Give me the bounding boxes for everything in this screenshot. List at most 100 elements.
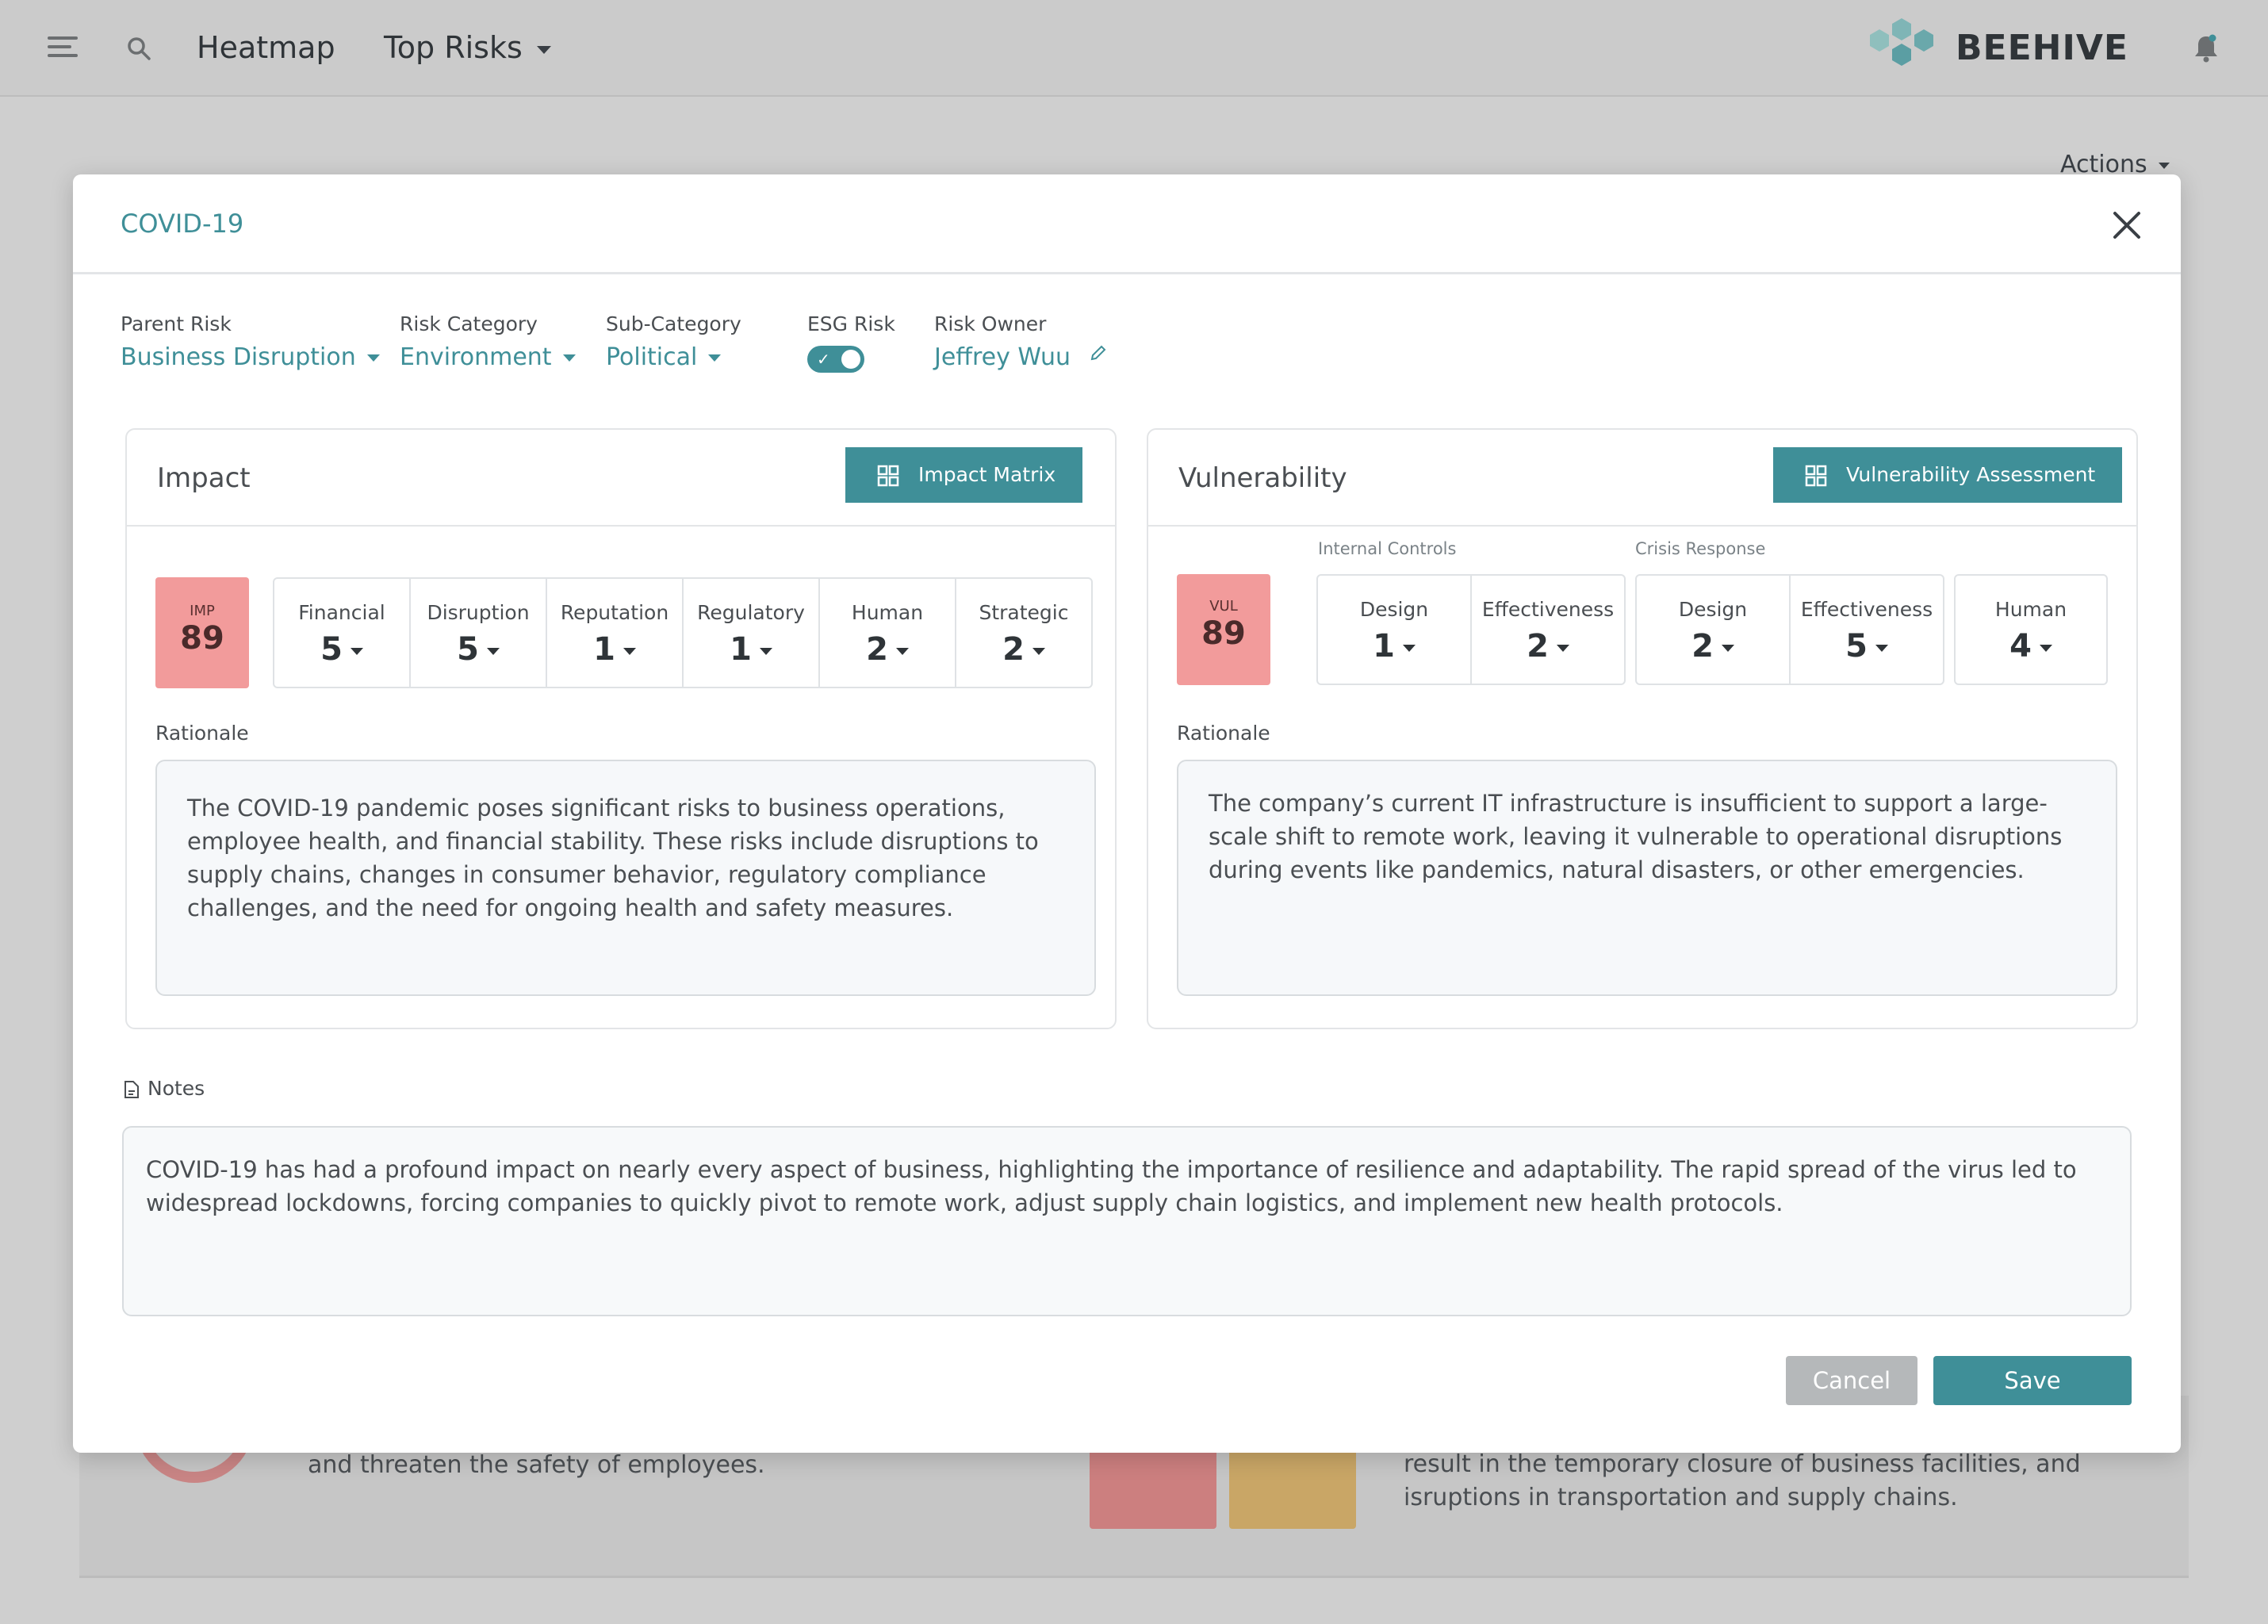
impact-factor-human[interactable]: Human 2: [820, 579, 956, 687]
impact-score-badge: IMP 89: [155, 577, 249, 688]
chevron-down-icon: [366, 354, 380, 362]
factor-label: Financial: [298, 601, 385, 624]
notes-textarea[interactable]: COVID-19 has had a profound impact on ne…: [122, 1126, 2132, 1316]
chevron-down-icon: [2039, 644, 2052, 652]
chevron-down-icon: [895, 647, 909, 655]
close-icon[interactable]: [2111, 209, 2143, 241]
factor-value: 1: [593, 631, 615, 668]
factor-label: Human: [1994, 598, 2067, 621]
impact-factor-strategic[interactable]: Strategic 2: [956, 579, 1091, 687]
risk-owner-label: Risk Owner: [934, 312, 1047, 335]
sub-category-value: Political: [606, 343, 698, 371]
nav-top-risks-label: Top Risks: [384, 30, 523, 65]
background-card-text: and threaten the safety of employees.: [308, 1451, 765, 1479]
factor-label: Strategic: [979, 601, 1069, 624]
impact-matrix-button[interactable]: Impact Matrix: [845, 447, 1083, 503]
nav-top-risks-dropdown[interactable]: Top Risks: [384, 24, 551, 71]
chevron-down-icon: [1032, 647, 1045, 655]
factor-value: 2: [1691, 628, 1714, 665]
modal-title: COVID-19: [121, 209, 244, 239]
crisis-response-effectiveness[interactable]: Effectiveness 5: [1791, 576, 1943, 684]
top-bar: Heatmap Top Risks BEEHIVE: [0, 0, 2268, 97]
factor-value: 5: [457, 631, 479, 668]
vulnerability-assessment-button[interactable]: Vulnerability Assessment: [1773, 447, 2123, 503]
document-icon: [125, 1081, 139, 1098]
toggle-knob: [841, 350, 860, 369]
search-icon[interactable]: [125, 35, 152, 62]
beehive-logo-icon: [1870, 18, 1933, 66]
grid-icon: [1805, 465, 1827, 487]
nav-heatmap[interactable]: Heatmap: [197, 30, 335, 65]
chevron-down-icon: [1402, 644, 1416, 652]
brand-name: BEEHIVE: [1956, 28, 2128, 68]
chevron-down-icon: [2158, 162, 2170, 169]
factor-label: Regulatory: [697, 601, 805, 624]
impact-score-value: 89: [180, 620, 224, 657]
factor-value: 5: [320, 631, 343, 668]
chevron-down-icon: [536, 45, 551, 54]
factor-value: 2: [1002, 631, 1025, 668]
risk-detail-modal: COVID-19 Parent Risk Business Disruption…: [73, 174, 2181, 1453]
chevron-down-icon: [759, 647, 772, 655]
sub-category-dropdown[interactable]: Political: [606, 341, 741, 374]
factor-value: 1: [1373, 628, 1395, 665]
chevron-down-icon: [1721, 644, 1734, 652]
vulnerability-rationale-textarea[interactable]: The company’s current IT infrastructure …: [1177, 760, 2117, 996]
impact-rationale-textarea[interactable]: The COVID-19 pandemic poses significant …: [155, 760, 1096, 996]
risk-category-dropdown[interactable]: Environment: [400, 341, 576, 374]
chevron-down-icon: [1556, 644, 1569, 652]
check-icon: ✓: [817, 350, 830, 369]
impact-panel-header: Impact Impact Matrix: [127, 430, 1115, 527]
risk-category-field: Risk Category Environment: [400, 311, 576, 374]
vulnerability-human[interactable]: Human 4: [1956, 576, 2106, 684]
sub-category-field: Sub-Category Political: [606, 311, 741, 374]
impact-title: Impact: [157, 462, 251, 494]
factor-label: Reputation: [560, 601, 669, 624]
impact-factor-regulatory[interactable]: Regulatory 1: [684, 579, 820, 687]
background-card-line: isruptions in transportation and supply …: [1404, 1484, 1958, 1511]
crisis-response-design[interactable]: Design 2: [1637, 576, 1791, 684]
notification-bell-icon[interactable]: [2192, 32, 2220, 63]
internal-controls-design[interactable]: Design 1: [1318, 576, 1472, 684]
parent-risk-label: Parent Risk: [121, 312, 232, 335]
risk-owner-field: Risk Owner Jeffrey Wuu: [934, 311, 1107, 374]
esg-risk-label: ESG Risk: [807, 312, 895, 335]
internal-controls-label: Internal Controls: [1318, 539, 1457, 558]
impact-score-label: IMP: [190, 603, 215, 619]
factor-value: 2: [866, 631, 888, 668]
internal-controls-effectiveness[interactable]: Effectiveness 2: [1472, 576, 1624, 684]
actions-label: Actions: [2060, 151, 2147, 178]
cancel-button[interactable]: Cancel: [1786, 1356, 1917, 1405]
risk-owner-value-row[interactable]: Jeffrey Wuu: [934, 341, 1107, 374]
impact-panel: Impact Impact Matrix IMP 89 Financial 5: [125, 428, 1117, 1029]
esg-risk-toggle[interactable]: ✓: [807, 346, 864, 373]
crisis-response-factors: Design 2 Effectiveness 5: [1635, 574, 1944, 685]
vulnerability-score-badge: VUL 89: [1177, 574, 1270, 685]
vulnerability-score-value: 89: [1201, 615, 1246, 652]
chevron-down-icon: [350, 647, 363, 655]
save-button[interactable]: Save: [1933, 1356, 2132, 1405]
impact-factor-financial[interactable]: Financial 5: [274, 579, 411, 687]
vulnerability-panel: Vulnerability Vulnerability Assessment I…: [1147, 428, 2138, 1029]
impact-matrix-label: Impact Matrix: [918, 463, 1056, 486]
sub-category-label: Sub-Category: [606, 312, 741, 335]
menu-icon[interactable]: [48, 36, 78, 59]
factor-value: 2: [1527, 628, 1549, 665]
modal-header: COVID-19: [73, 174, 2181, 274]
impact-factor-reputation[interactable]: Reputation 1: [547, 579, 684, 687]
esg-risk-field: ESG Risk ✓: [807, 311, 895, 373]
chevron-down-icon: [1875, 644, 1888, 652]
impact-factors: Financial 5 Disruption 5 Reputation 1 Re…: [273, 577, 1093, 688]
background-card-text: result in the temporary closure of busin…: [1404, 1448, 2081, 1515]
impact-factor-disruption[interactable]: Disruption 5: [411, 579, 547, 687]
human-factor-group: Human 4: [1954, 574, 2108, 685]
parent-risk-dropdown[interactable]: Business Disruption: [121, 341, 380, 374]
risk-category-label: Risk Category: [400, 312, 538, 335]
impact-rationale-label: Rationale: [155, 722, 249, 745]
factor-label: Design: [1359, 598, 1429, 621]
parent-risk-field: Parent Risk Business Disruption: [121, 311, 380, 374]
notes-label-row: Notes: [124, 1075, 205, 1102]
edit-pencil-icon[interactable]: [1090, 344, 1107, 362]
crisis-response-label: Crisis Response: [1635, 539, 1766, 558]
vulnerability-rationale-label: Rationale: [1177, 722, 1270, 745]
